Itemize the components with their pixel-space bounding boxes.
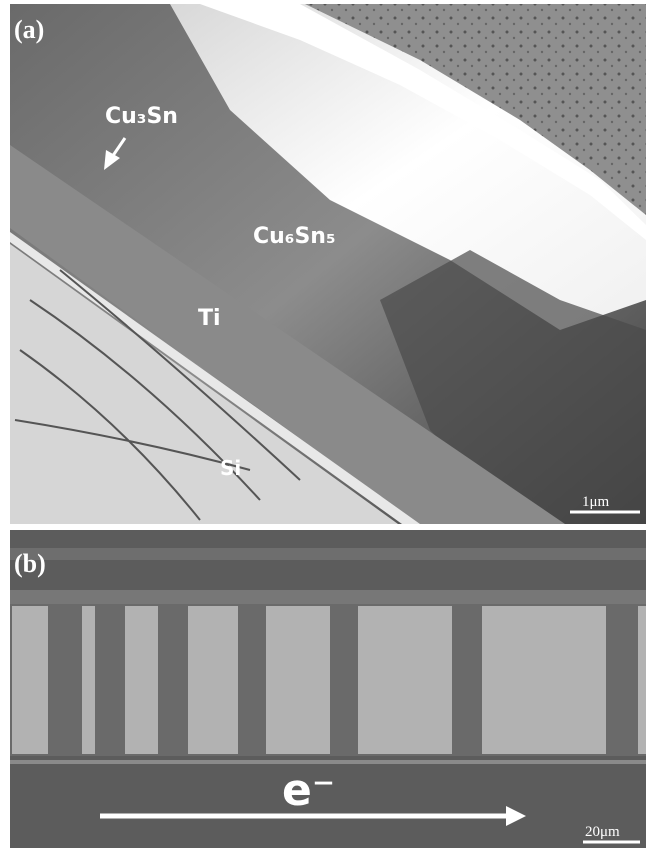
arrow-label: e⁻ bbox=[282, 765, 335, 816]
top-layer bbox=[10, 548, 646, 560]
annotation: Ti bbox=[198, 306, 221, 331]
annotation: Cu₃Sn bbox=[105, 104, 178, 129]
figure: (a) Cu₃Sn Cu₆Sn₅ Ti Si 1μm (b) e⁻ 2 bbox=[0, 0, 653, 852]
panel-label: (a) bbox=[14, 15, 44, 44]
segment bbox=[82, 606, 95, 754]
segment bbox=[12, 606, 48, 754]
stripe-top bbox=[10, 590, 646, 604]
divider bbox=[0, 524, 653, 530]
panel-a: (a) Cu₃Sn Cu₆Sn₅ Ti Si 1μm bbox=[10, 4, 646, 524]
segment bbox=[125, 606, 158, 754]
segment bbox=[638, 606, 646, 754]
segment bbox=[482, 606, 606, 754]
annotation: Si bbox=[220, 456, 241, 480]
scale-label: 20μm bbox=[585, 824, 620, 840]
segment bbox=[188, 606, 238, 754]
panel-label: (b) bbox=[14, 549, 46, 578]
segment bbox=[266, 606, 330, 754]
bottom-edge bbox=[10, 760, 646, 764]
annotation: Cu₆Sn₅ bbox=[253, 224, 336, 249]
segment bbox=[358, 606, 452, 754]
panel-b: (b) e⁻ 20μm bbox=[10, 530, 646, 848]
scale-label: 1μm bbox=[582, 494, 610, 510]
